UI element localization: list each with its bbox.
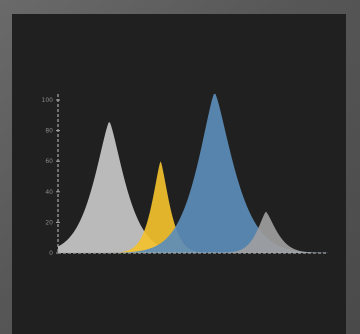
- y-axis-ticks: 0 20 40 60 80 100: [42, 97, 60, 257]
- y-tick-label: 20: [45, 219, 53, 226]
- y-tick-label: 60: [45, 158, 53, 165]
- area-chart: 0 20 40 60 80 100: [42, 93, 328, 257]
- y-tick-label: 80: [45, 128, 53, 135]
- y-tick-label: 100: [42, 97, 54, 104]
- series-area-2: [106, 161, 215, 253]
- series-area-4: [211, 211, 328, 253]
- series-area-3: [106, 93, 328, 253]
- chart-axes: [57, 94, 328, 254]
- y-tick-label: 0: [49, 250, 53, 257]
- series-area-1: [58, 122, 207, 253]
- chart-series-group: [58, 93, 328, 253]
- y-tick-label: 40: [45, 189, 53, 196]
- chart-panel: [12, 14, 346, 334]
